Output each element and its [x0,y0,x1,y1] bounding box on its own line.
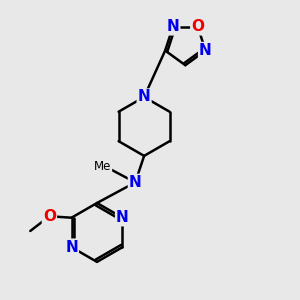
Text: N: N [199,43,212,58]
Text: N: N [167,19,179,34]
Text: N: N [129,175,142,190]
Text: N: N [116,210,129,225]
Text: N: N [65,240,78,255]
Text: Me: Me [94,160,112,173]
Text: O: O [43,209,56,224]
Text: N: N [138,89,151,104]
Text: O: O [191,19,204,34]
